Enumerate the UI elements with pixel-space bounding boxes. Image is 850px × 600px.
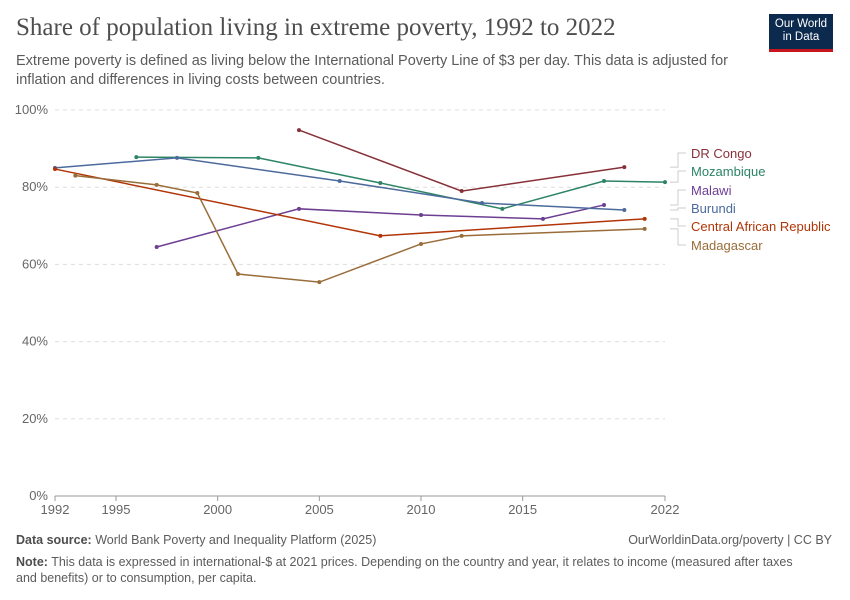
note-text: This data is expressed in international-… bbox=[16, 555, 793, 585]
data-point bbox=[642, 226, 647, 231]
data-point bbox=[256, 155, 261, 160]
data-point bbox=[419, 212, 423, 217]
x-tick-label: 2005 bbox=[305, 502, 334, 517]
data-point bbox=[459, 233, 464, 238]
label-connector bbox=[670, 189, 686, 206]
series-label: Madagascar bbox=[691, 238, 763, 253]
chart-subtitle: Extreme poverty is defined as living bel… bbox=[16, 53, 728, 88]
x-tick-label: 2010 bbox=[407, 502, 436, 517]
owid-logo[interactable]: Our World in Data bbox=[769, 14, 833, 52]
y-tick-label: 40% bbox=[22, 334, 48, 349]
note: Note: This data is expressed in internat… bbox=[16, 554, 816, 586]
data-point bbox=[195, 190, 200, 195]
series-line bbox=[136, 156, 666, 210]
source-url[interactable]: OurWorldinData.org/poverty | CC BY bbox=[628, 533, 832, 547]
data-point bbox=[663, 180, 667, 185]
data-point bbox=[602, 179, 606, 184]
chart-title: Share of population living in extreme po… bbox=[16, 14, 616, 41]
data-point bbox=[622, 207, 627, 212]
data-point bbox=[378, 233, 383, 238]
data-point bbox=[297, 206, 301, 211]
data-point bbox=[297, 128, 301, 133]
label-connector bbox=[670, 152, 686, 168]
x-tick-label: 2022 bbox=[651, 502, 680, 517]
label-connector bbox=[670, 170, 686, 183]
series-label: Malawi bbox=[691, 183, 732, 198]
source-label: Data source: bbox=[16, 533, 92, 547]
data-point bbox=[236, 272, 240, 277]
data-point bbox=[602, 202, 606, 207]
y-tick-label: 0% bbox=[29, 488, 48, 503]
note-label: Note: bbox=[16, 555, 48, 569]
series-line bbox=[54, 168, 645, 237]
data-source: Data source: World Bank Poverty and Ineq… bbox=[16, 533, 376, 547]
x-tick-label: 2015 bbox=[508, 502, 537, 517]
data-point bbox=[622, 165, 627, 170]
y-tick-label: 60% bbox=[22, 256, 48, 271]
series-label: Burundi bbox=[691, 201, 736, 216]
series-line bbox=[54, 157, 625, 211]
x-tick-label: 2000 bbox=[203, 502, 232, 517]
series-label: Mozambique bbox=[691, 164, 765, 179]
y-tick-label: 100% bbox=[15, 102, 49, 117]
data-point bbox=[317, 280, 322, 285]
data-point bbox=[53, 167, 57, 172]
data-point bbox=[459, 189, 464, 194]
label-connector bbox=[670, 218, 686, 227]
label-connector bbox=[670, 228, 686, 246]
y-tick-label: 20% bbox=[22, 411, 48, 426]
data-point bbox=[175, 155, 179, 160]
x-tick-label: 1995 bbox=[102, 502, 131, 517]
data-point bbox=[337, 179, 342, 184]
data-point bbox=[500, 206, 505, 211]
data-point bbox=[480, 201, 484, 206]
series-line bbox=[75, 174, 645, 283]
y-tick-label: 80% bbox=[22, 179, 48, 194]
source-text[interactable]: World Bank Poverty and Inequality Platfo… bbox=[95, 533, 377, 547]
data-point bbox=[154, 182, 159, 187]
series-label: DR Congo bbox=[691, 146, 752, 161]
x-tick-label: 1992 bbox=[41, 502, 70, 517]
data-point bbox=[73, 173, 78, 178]
data-point bbox=[419, 241, 423, 246]
data-point bbox=[541, 216, 545, 221]
data-point bbox=[642, 216, 647, 221]
label-connector bbox=[670, 207, 686, 211]
data-point bbox=[134, 155, 139, 160]
series-label: Central African Republic bbox=[691, 219, 831, 234]
data-point bbox=[154, 245, 159, 250]
data-point bbox=[378, 180, 383, 185]
